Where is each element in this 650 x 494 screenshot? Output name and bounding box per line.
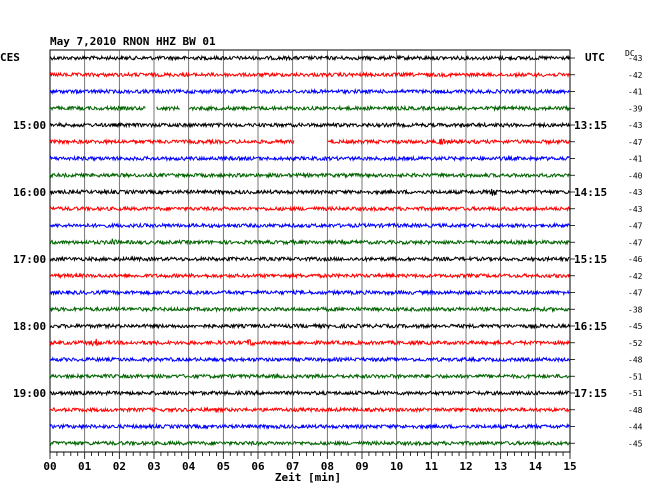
dc-offset-value: -47 <box>628 222 643 231</box>
traces <box>49 54 570 447</box>
x-tick-label: 11 <box>425 460 439 473</box>
chart-title: May 7,2010 RNON HHZ BW 01 <box>50 35 216 48</box>
dc-offset-value: -41 <box>628 155 643 164</box>
dc-offset-value: -43 <box>628 54 643 63</box>
x-tick-label: 12 <box>459 460 472 473</box>
x-tick-label: 04 <box>182 460 196 473</box>
trace-row <box>49 154 570 163</box>
labels: 00 01 02 03 04 05 06 07 08 09 10 11 12 13 14 15 -43 -42 -4… <box>13 54 643 473</box>
x-tick-label: 05 <box>217 460 230 473</box>
x-tick-label: 02 <box>113 460 126 473</box>
dc-offset-value: -42 <box>628 71 643 80</box>
trace-row <box>49 71 570 79</box>
x-tick-label: 13 <box>494 460 507 473</box>
x-tick-label: 07 <box>286 460 299 473</box>
trace-row <box>49 372 570 380</box>
left-time-label: 17:00 <box>13 253 46 266</box>
dc-offset-value: -47 <box>628 238 643 247</box>
dc-offset-value: -45 <box>628 322 643 331</box>
left-time-label: 18:00 <box>13 320 46 333</box>
x-tick-label: 01 <box>78 460 92 473</box>
right-time-label: 13:15 <box>574 119 607 132</box>
trace-row <box>49 305 570 313</box>
dc-offset-value: -39 <box>628 104 643 113</box>
dc-offset-value: -48 <box>628 406 643 415</box>
dc-offset-value: -51 <box>628 389 643 398</box>
trace-row <box>49 87 570 96</box>
dc-offset-value: -43 <box>628 121 643 130</box>
x-tick-label: 08 <box>321 460 334 473</box>
left-time-label: 16:00 <box>13 186 46 199</box>
trace-row <box>49 322 570 330</box>
x-tick-label: 00 <box>43 460 56 473</box>
trace-row <box>49 104 570 112</box>
dc-offset-value: -44 <box>628 423 643 432</box>
trace-row <box>49 272 570 280</box>
trace-row <box>49 288 570 297</box>
right-time-label: 17:15 <box>574 387 607 400</box>
x-tick-label: 09 <box>355 460 368 473</box>
right-timezone-label: UTC <box>585 51 605 64</box>
trace-row <box>49 406 570 414</box>
trace-row <box>49 171 570 179</box>
right-time-label: 14:15 <box>574 186 607 199</box>
plot-frame <box>49 49 571 453</box>
dc-offset-value: -43 <box>628 205 643 214</box>
grid <box>49 49 571 459</box>
trace-row <box>49 121 570 129</box>
trace-row <box>49 389 570 397</box>
right-time-label: 16:15 <box>574 320 607 333</box>
trace-row <box>49 205 570 213</box>
x-tick-label: 15 <box>563 460 576 473</box>
x-tick-label: 03 <box>147 460 160 473</box>
dc-offset-value: -41 <box>628 88 643 97</box>
dc-offset-value: -47 <box>628 138 643 147</box>
trace-row <box>49 355 570 364</box>
dc-offset-value: -38 <box>628 305 643 314</box>
dc-offset-value: -52 <box>628 339 643 348</box>
x-axis-label: Zeit [min] <box>275 471 341 484</box>
trace-row <box>50 188 570 197</box>
x-tick-label: 14 <box>529 460 543 473</box>
dc-offset-value: -45 <box>628 439 643 448</box>
x-tick-label: 10 <box>390 460 403 473</box>
trace-row <box>49 439 570 447</box>
left-timezone-label: CES <box>0 51 20 64</box>
dc-offset-value: -48 <box>628 356 643 365</box>
dc-offset-value: -40 <box>628 171 643 180</box>
dc-offset-value: -46 <box>628 255 643 264</box>
trace-row <box>49 255 570 263</box>
trace-row <box>49 54 570 62</box>
left-time-label: 15:00 <box>13 119 46 132</box>
right-time-label: 15:15 <box>574 253 607 266</box>
trace-row <box>49 422 570 431</box>
x-tick-label: 06 <box>251 460 265 473</box>
dc-offset-value: -43 <box>628 188 643 197</box>
trace-row <box>49 138 570 146</box>
trace-row <box>49 238 570 246</box>
trace-row <box>49 338 570 348</box>
dc-label: DC <box>625 49 635 58</box>
dc-offset-value: -51 <box>628 372 643 381</box>
left-time-label: 19:00 <box>13 387 46 400</box>
dc-offset-value: -42 <box>628 272 643 281</box>
trace-row <box>49 221 570 230</box>
dc-offset-value: -47 <box>628 289 643 298</box>
